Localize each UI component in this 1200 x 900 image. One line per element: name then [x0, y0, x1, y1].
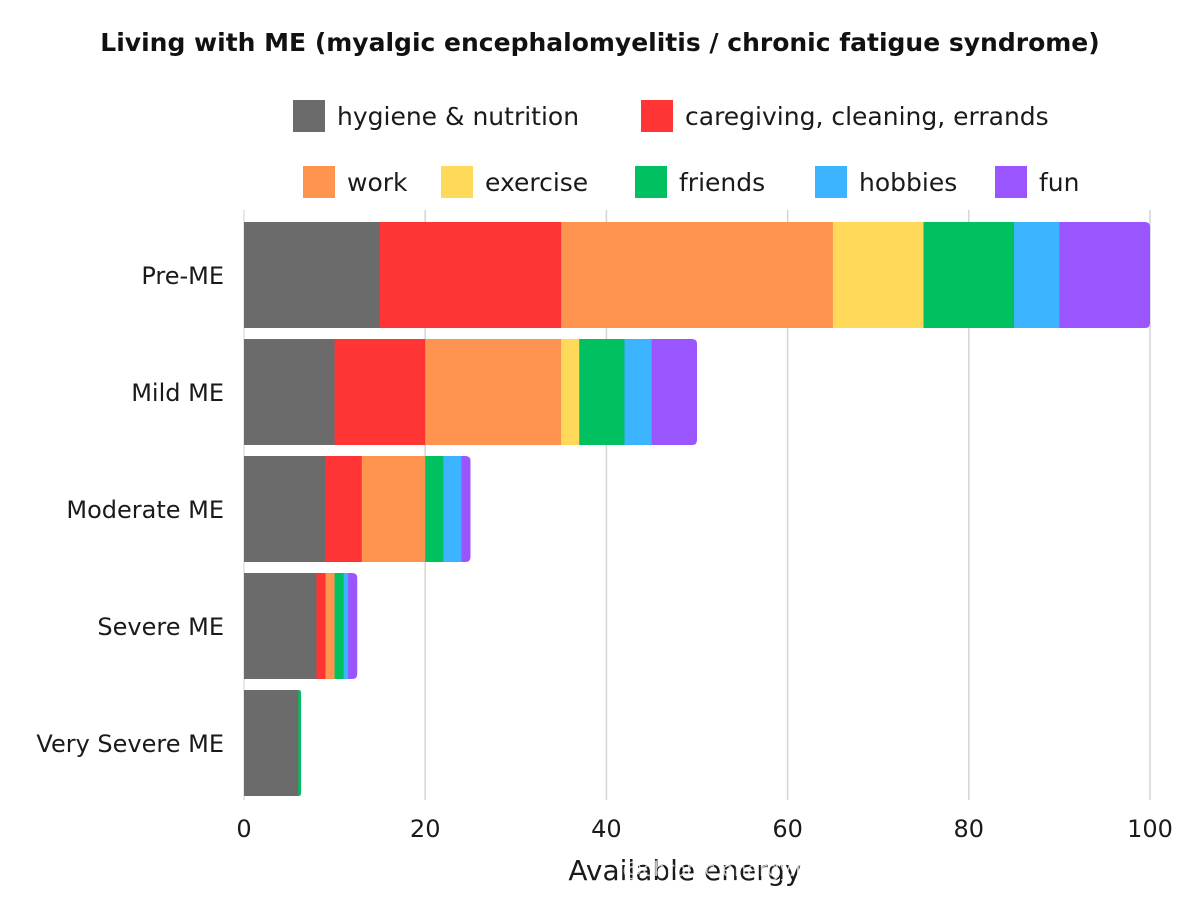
bar-pre-me-exercise — [832, 222, 924, 328]
bar-group-very-severe-me — [244, 690, 302, 796]
legend-label-fun: fun — [1039, 168, 1080, 197]
watermark-text: @chronic.energy.fighting_ — [622, 857, 882, 881]
bar-pre-me-hobbies — [1014, 222, 1060, 328]
bar-pre-me-caregiving-cleaning-errands — [379, 222, 562, 328]
x-axis-label: Available energy — [568, 854, 801, 887]
bar-mild-me-hobbies — [624, 339, 653, 445]
x-tick-label-20: 20 — [410, 815, 441, 843]
y-tick-label-severe-me: Severe ME — [97, 613, 224, 641]
axes: 0 20 40 60 80 100 Pre-ME Mild ME Moderate ME Seve… — [36, 262, 1173, 843]
bar-pre-me-work — [561, 222, 834, 328]
bar-group-pre-me — [244, 222, 1150, 328]
bar-very-severe-me-friends — [298, 690, 302, 796]
bar-very-severe-me-hygiene-and-nutrition — [244, 690, 299, 796]
bar-group-mild-me — [244, 339, 697, 445]
legend-label-hobbies: hobbies — [859, 168, 957, 197]
x-tick-label-100: 100 — [1127, 815, 1173, 843]
bar-mild-me-work — [425, 339, 562, 445]
legend-item-caregiving-cleaning-errands: caregiving, cleaning, errands — [641, 100, 1049, 132]
y-tick-label-moderate-me: Moderate ME — [66, 496, 224, 524]
legend-swatch-work — [303, 166, 335, 198]
bar-moderate-me-caregiving-cleaning-errands — [325, 456, 363, 562]
legend-label-friends: friends — [679, 168, 765, 197]
legend-item-hobbies: hobbies — [815, 166, 957, 198]
bar-severe-me-caregiving-cleaning-errands — [316, 573, 327, 679]
y-tick-label-very-severe-me: Very Severe ME — [36, 730, 224, 758]
chart-title: Living with ME (myalgic encephalomyeliti… — [100, 28, 1100, 57]
bar-mild-me-exercise — [561, 339, 580, 445]
legend-swatch-fun — [995, 166, 1027, 198]
legend-item-hygiene-and-nutrition: hygiene & nutrition — [293, 100, 579, 132]
legend-item-exercise: exercise — [441, 166, 588, 198]
legend-swatch-hobbies — [815, 166, 847, 198]
bar-severe-me-fun — [348, 573, 358, 679]
bar-group-severe-me — [244, 573, 358, 679]
bar-mild-me-caregiving-cleaning-errands — [334, 339, 426, 445]
legend-label-work: work — [347, 168, 408, 197]
bar-moderate-me-fun — [461, 456, 471, 562]
x-tick-label-60: 60 — [772, 815, 803, 843]
legend: hygiene & nutrition caregiving, cleaning,… — [293, 100, 1080, 198]
bar-moderate-me-hobbies — [443, 456, 462, 562]
y-tick-label-pre-me: Pre-ME — [141, 262, 224, 290]
y-tick-label-mild-me: Mild ME — [131, 379, 224, 407]
legend-swatch-friends — [635, 166, 667, 198]
legend-item-friends: friends — [635, 166, 765, 198]
bar-severe-me-hygiene-and-nutrition — [244, 573, 317, 679]
bar-pre-me-friends — [923, 222, 1015, 328]
bar-mild-me-friends — [579, 339, 626, 445]
legend-swatch-hygiene-and-nutrition — [293, 100, 325, 132]
x-tick-label-80: 80 — [954, 815, 985, 843]
bar-mild-me-hygiene-and-nutrition — [244, 339, 336, 445]
bar-pre-me-fun — [1059, 222, 1150, 328]
legend-item-work: work — [303, 166, 408, 198]
legend-label-exercise: exercise — [485, 168, 588, 197]
bar-mild-me-fun — [651, 339, 697, 445]
bar-moderate-me-friends — [425, 456, 444, 562]
bar-severe-me-friends — [334, 573, 345, 679]
x-tick-label-40: 40 — [591, 815, 622, 843]
legend-item-fun: fun — [995, 166, 1080, 198]
bar-severe-me-hobbies — [343, 573, 349, 679]
legend-label-hygiene-and-nutrition: hygiene & nutrition — [337, 102, 579, 131]
legend-swatch-caregiving-cleaning-errands — [641, 100, 673, 132]
bar-pre-me-hygiene-and-nutrition — [244, 222, 381, 328]
bar-moderate-me-hygiene-and-nutrition — [244, 456, 327, 562]
bar-group-moderate-me — [244, 456, 471, 562]
bar-severe-me-work — [325, 573, 336, 679]
bar-moderate-me-work — [361, 456, 426, 562]
legend-label-caregiving-cleaning-errands: caregiving, cleaning, errands — [685, 102, 1049, 131]
legend-swatch-exercise — [441, 166, 473, 198]
bars — [244, 222, 1150, 796]
x-tick-label-0: 0 — [236, 815, 251, 843]
